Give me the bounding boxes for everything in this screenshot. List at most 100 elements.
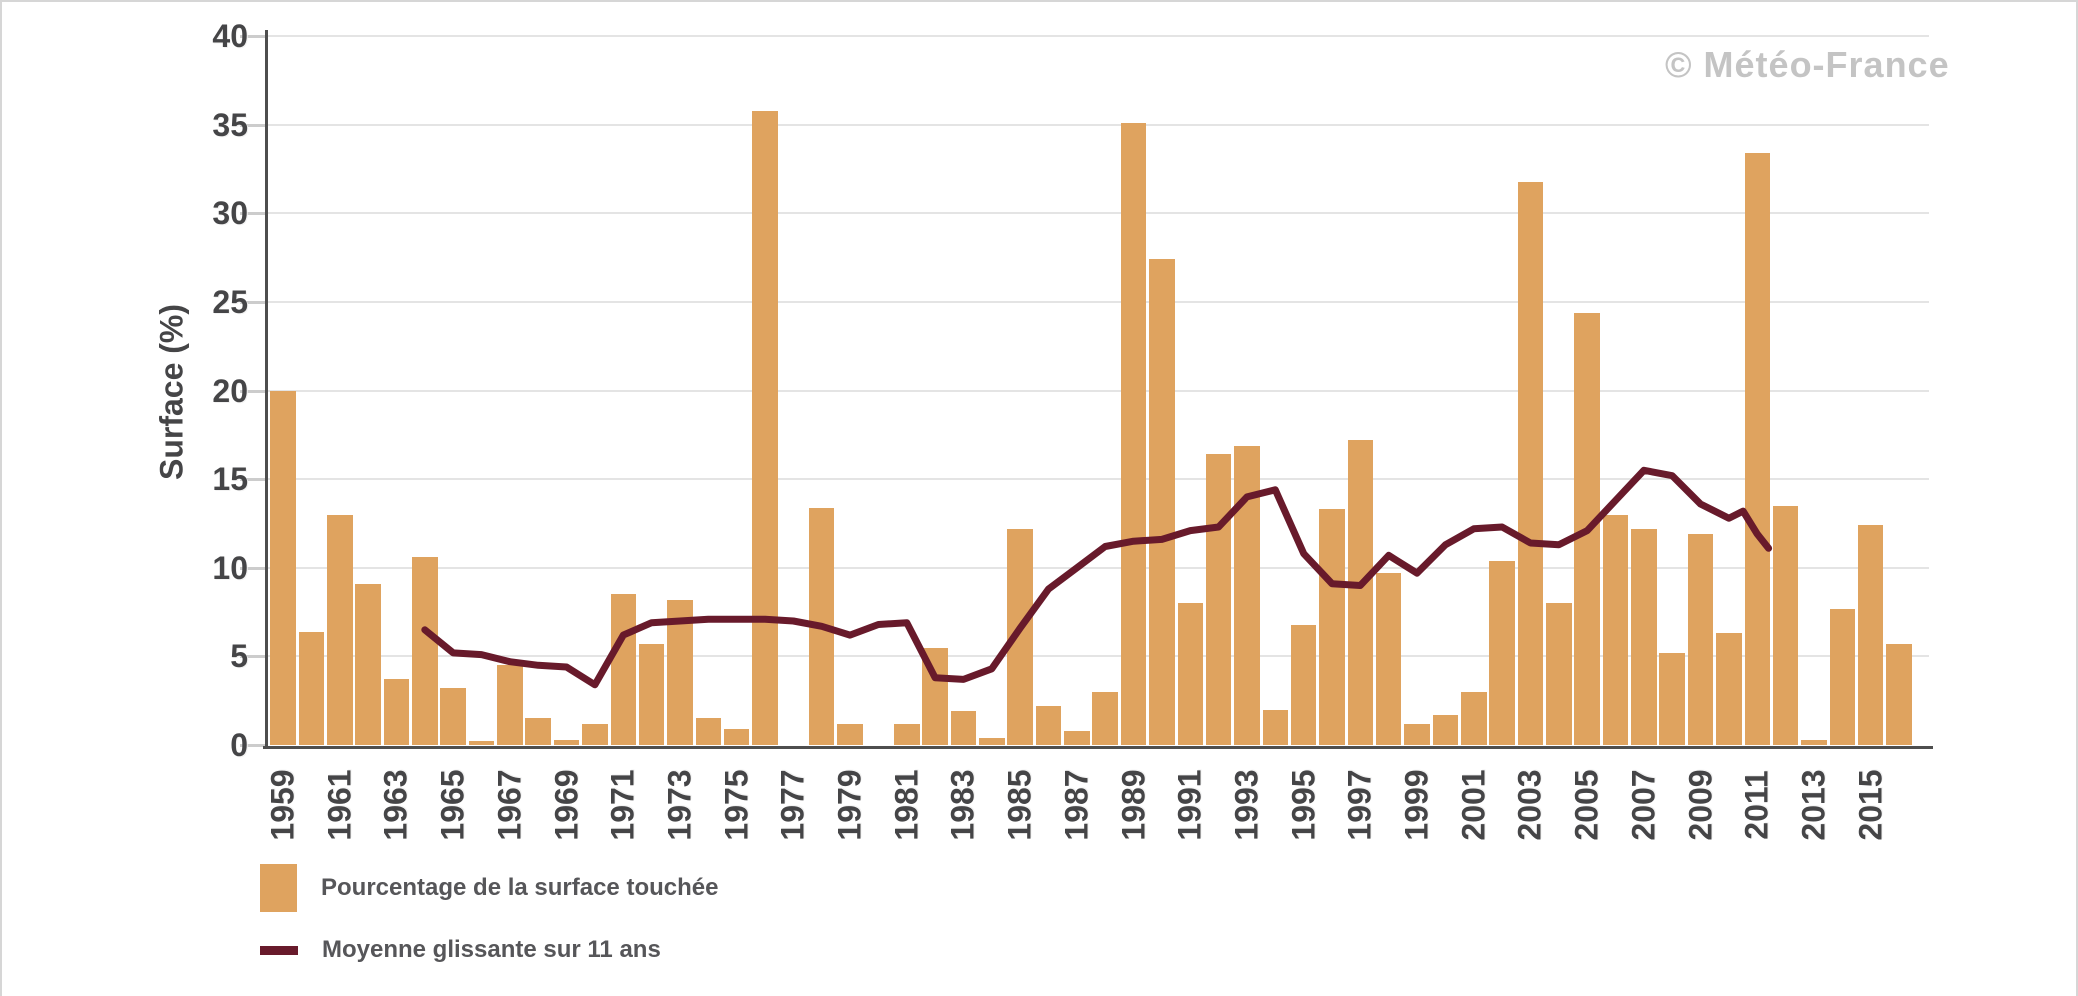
bar-1996 [1319, 509, 1345, 745]
bar-2010 [1716, 633, 1742, 745]
x-tick-label-1991: 1991 [1171, 769, 1208, 841]
y-axis-title: Surface (%) [153, 303, 190, 481]
y-axis-line [265, 30, 268, 748]
legend-item-bars: Pourcentage de la surface touchée [260, 862, 718, 914]
bar-1976 [752, 110, 778, 745]
y-tick-mark-30 [240, 212, 265, 216]
gridline-15 [267, 478, 1929, 481]
bar-1961 [327, 514, 353, 745]
x-tick-label-1977: 1977 [774, 769, 811, 841]
bar-2016 [1886, 643, 1912, 745]
x-tick-label-1973: 1973 [661, 769, 698, 841]
copyright-icon: © [1665, 44, 1693, 85]
bar-1960 [298, 631, 325, 745]
x-tick-label-1979: 1979 [831, 769, 868, 841]
bar-2000 [1432, 714, 1459, 745]
bar-1971 [610, 594, 636, 745]
x-tick-label-2015: 2015 [1852, 769, 1889, 841]
bar-1979 [837, 723, 863, 745]
bar-1968 [525, 718, 551, 745]
gridline-35 [267, 123, 1929, 126]
x-tick-label-1969: 1969 [548, 769, 585, 841]
bar-1967 [497, 665, 523, 745]
watermark: © Météo-France [1665, 44, 1950, 86]
bar-1972 [638, 643, 665, 745]
x-tick-label-2003: 2003 [1511, 769, 1548, 841]
bar-1991 [1177, 603, 1203, 745]
bar-2006 [1602, 514, 1629, 745]
legend: Pourcentage de la surface touchée Moyenn… [260, 862, 718, 976]
y-tick-mark-0 [240, 744, 265, 747]
y-tick-label-30: 30 [212, 195, 248, 232]
bar-1964 [412, 557, 438, 745]
y-tick-mark-35 [240, 123, 265, 127]
x-tick-label-2009: 2009 [1682, 769, 1719, 841]
bar-1999 [1404, 723, 1430, 745]
bar-1963 [383, 679, 410, 745]
gridline-20 [267, 389, 1929, 392]
bar-2012 [1772, 505, 1799, 745]
bar-1970 [582, 723, 608, 745]
x-tick-label-1995: 1995 [1285, 769, 1322, 841]
y-tick-label-15: 15 [212, 461, 248, 498]
x-tick-label-1967: 1967 [491, 769, 528, 841]
bar-1994 [1262, 709, 1289, 745]
gridline-30 [267, 212, 1929, 215]
x-tick-label-1971: 1971 [604, 769, 641, 841]
bar-1988 [1092, 691, 1118, 745]
x-tick-label-1961: 1961 [321, 769, 358, 841]
bar-1983 [950, 711, 977, 745]
y-tick-label-0: 0 [230, 727, 248, 763]
bar-2001 [1461, 691, 1487, 745]
y-tick-mark-15 [240, 478, 265, 482]
y-tick-label-5: 5 [230, 638, 248, 675]
legend-item-line: Moyenne glissante sur 11 ans [260, 924, 718, 976]
bar-2002 [1489, 560, 1515, 745]
gridline-25 [267, 301, 1929, 303]
bar-1965 [440, 688, 466, 745]
y-tick-mark-40 [240, 35, 265, 39]
bar-2004 [1546, 603, 1572, 745]
x-tick-label-1983: 1983 [944, 769, 981, 841]
x-tick-label-1965: 1965 [434, 769, 471, 841]
bar-2009 [1687, 534, 1714, 745]
bar-1986 [1035, 706, 1062, 745]
bar-1974 [695, 718, 722, 745]
legend-label-line: Moyenne glissante sur 11 ans [322, 936, 661, 963]
y-tick-mark-20 [240, 389, 265, 393]
bar-series-swatch [260, 864, 297, 912]
x-tick-label-1989: 1989 [1115, 769, 1152, 841]
bar-1959 [270, 390, 296, 745]
gridline-40 [267, 35, 1929, 38]
bar-1990 [1149, 259, 1175, 745]
bar-1966 [468, 741, 495, 745]
bar-1998 [1375, 573, 1402, 745]
bar-2013 [1801, 739, 1827, 745]
x-tick-label-1987: 1987 [1058, 769, 1095, 841]
x-tick-label-2001: 2001 [1455, 769, 1492, 841]
x-tick-label-1981: 1981 [888, 769, 925, 841]
y-tick-label-20: 20 [212, 372, 248, 409]
y-tick-label-35: 35 [212, 106, 248, 143]
x-axis-line [263, 746, 1933, 749]
bar-1995 [1290, 624, 1317, 745]
line-series-swatch [260, 945, 298, 955]
x-tick-label-2005: 2005 [1568, 769, 1605, 841]
y-tick-mark-5 [240, 655, 265, 659]
bar-1987 [1064, 730, 1090, 745]
x-tick-label-2011: 2011 [1738, 770, 1775, 840]
x-tick-label-1963: 1963 [377, 769, 414, 841]
x-tick-label-1975: 1975 [718, 769, 755, 841]
legend-label-bars: Pourcentage de la surface touchée [321, 874, 719, 901]
bar-1962 [355, 583, 381, 745]
gridline-5 [267, 655, 1929, 658]
bar-1969 [553, 739, 580, 745]
x-tick-label-2013: 2013 [1795, 769, 1832, 841]
bar-1984 [979, 737, 1005, 745]
bar-2008 [1659, 652, 1685, 745]
bar-1975 [723, 729, 750, 745]
x-tick-label-2007: 2007 [1625, 769, 1662, 841]
x-tick-label-1993: 1993 [1228, 769, 1265, 841]
bar-2003 [1517, 181, 1544, 745]
